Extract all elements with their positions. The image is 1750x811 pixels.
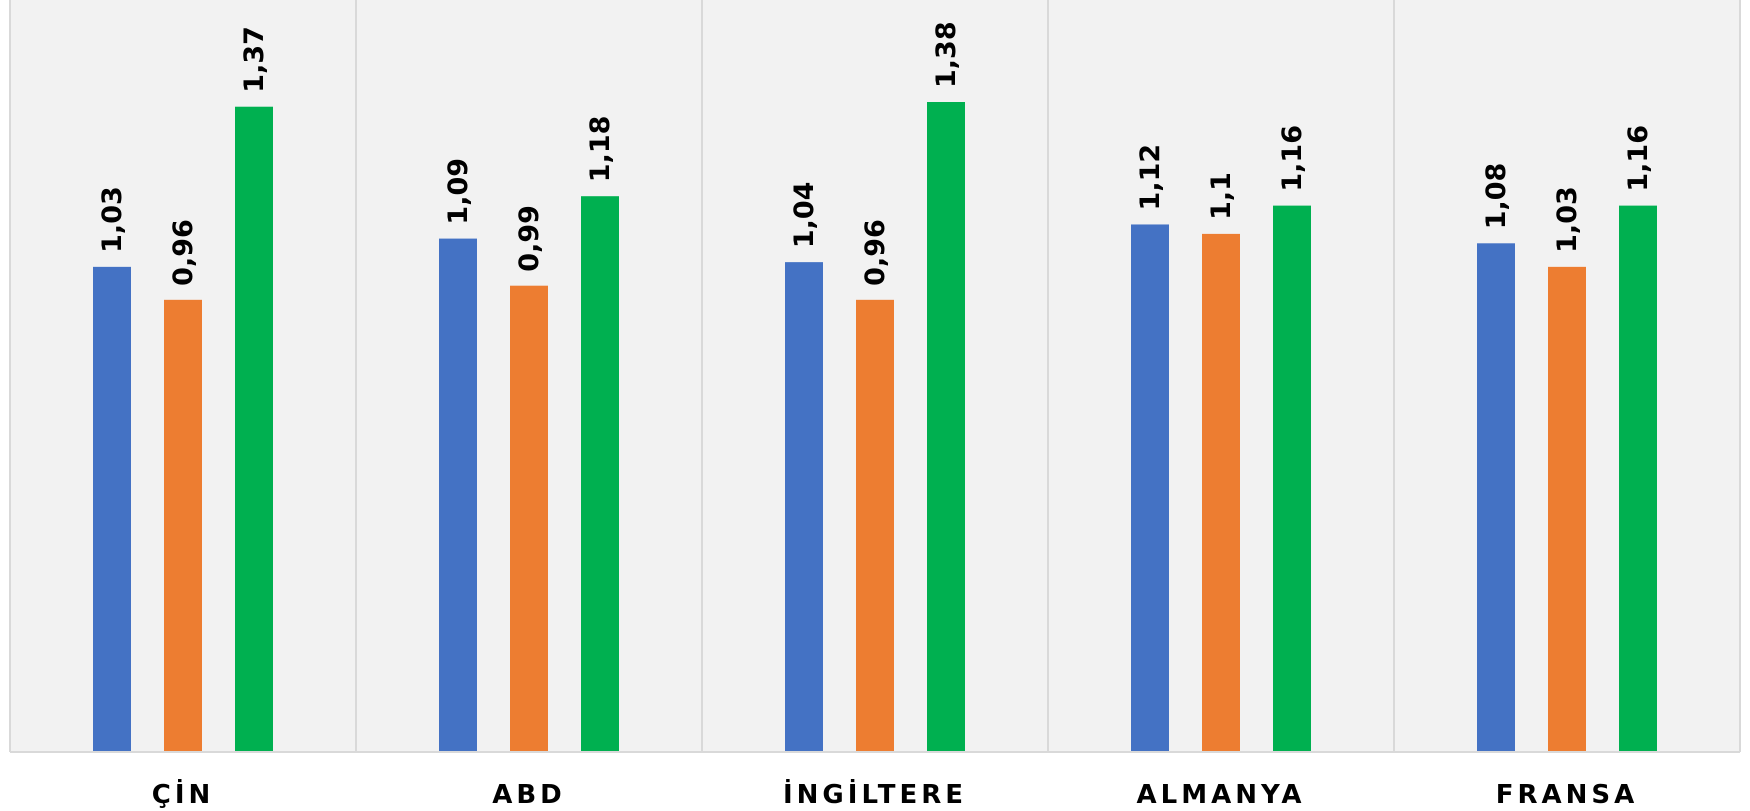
category-label: FRANSA xyxy=(1496,780,1639,810)
bar xyxy=(164,299,202,752)
bar xyxy=(510,285,548,752)
data-label: 1,18 xyxy=(585,116,616,183)
category-label: ÇİN xyxy=(152,778,215,810)
bar xyxy=(235,106,273,752)
data-label: 1,04 xyxy=(789,182,820,249)
bar xyxy=(1548,266,1586,752)
data-label: 1,03 xyxy=(1552,186,1583,253)
bar xyxy=(785,262,823,752)
category-label: ABD xyxy=(492,780,566,810)
category-label: İNGİLTERE xyxy=(783,778,967,810)
bars xyxy=(93,102,1657,753)
data-label: 1,03 xyxy=(97,186,128,253)
bar xyxy=(856,299,894,752)
data-label: 0,96 xyxy=(860,219,891,286)
data-label: 1,1 xyxy=(1206,172,1237,220)
bar xyxy=(1273,205,1311,753)
bar xyxy=(927,102,965,752)
data-label: 1,37 xyxy=(239,26,270,93)
bar xyxy=(439,238,477,752)
category-separators xyxy=(9,0,1741,752)
bar xyxy=(1477,243,1515,752)
data-label: 1,16 xyxy=(1623,125,1654,192)
category-label: ALMANYA xyxy=(1137,780,1306,810)
bar xyxy=(1619,205,1657,753)
bar xyxy=(1131,224,1169,753)
data-label: 0,96 xyxy=(168,219,199,286)
value-labels: 1,03 0,96 1,37 1,09 0,99 1,18 1,04 0,96 1,38 1,12… xyxy=(97,21,1654,285)
data-label: 0,99 xyxy=(514,205,545,272)
data-label: 1,09 xyxy=(443,158,474,225)
data-label: 1,16 xyxy=(1277,125,1308,192)
category-labels: ÇİN ABD İNGİLTERE ALMANYA FRANSA xyxy=(152,778,1639,810)
data-label: 1,38 xyxy=(931,21,962,88)
data-label: 1,12 xyxy=(1135,144,1166,211)
bar xyxy=(1202,233,1240,753)
bar xyxy=(581,196,619,753)
bar xyxy=(93,266,131,752)
data-label: 1,08 xyxy=(1481,163,1512,230)
